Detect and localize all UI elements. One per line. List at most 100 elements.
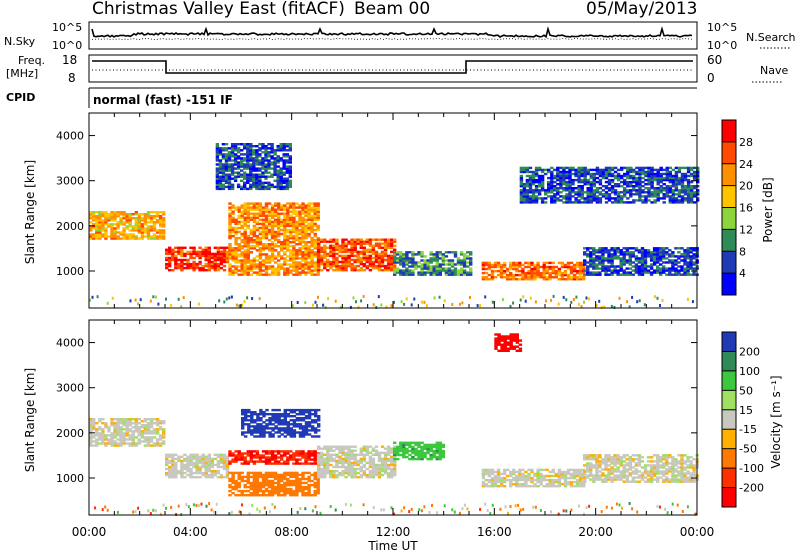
data-cell — [662, 267, 666, 270]
noise-cell — [327, 297, 330, 301]
data-cell — [122, 215, 126, 218]
data-cell — [304, 243, 308, 246]
data-cell — [113, 426, 117, 429]
data-cell — [537, 178, 542, 182]
data-cell — [261, 479, 266, 483]
data-cell — [426, 259, 430, 262]
power-frame — [88, 112, 698, 309]
data-cell — [649, 259, 654, 262]
data-cell — [288, 165, 292, 168]
data-cell — [249, 157, 253, 160]
data-cell — [502, 261, 507, 265]
data-cell — [201, 264, 205, 268]
data-cell — [279, 183, 283, 186]
data-cell — [289, 263, 293, 266]
data-cell — [137, 440, 141, 443]
data-cell — [125, 430, 129, 433]
data-cell — [241, 421, 245, 424]
data-cell — [277, 431, 281, 434]
data-cell — [143, 432, 148, 435]
data-cell — [280, 415, 284, 418]
data-cell — [292, 492, 296, 495]
data-cell — [140, 229, 145, 232]
data-cell — [616, 172, 621, 176]
noise-cell — [377, 295, 380, 299]
data-cell — [616, 257, 620, 260]
data-cell — [255, 234, 260, 238]
data-cell — [359, 256, 363, 260]
data-cell — [607, 253, 611, 256]
data-cell — [162, 420, 166, 423]
data-cell — [180, 463, 184, 467]
data-cell — [237, 485, 241, 489]
data-cell — [158, 428, 163, 431]
data-cell — [270, 454, 275, 457]
data-cell — [225, 476, 230, 479]
data-cell — [643, 267, 648, 270]
data-cell — [240, 157, 244, 160]
data-cell — [610, 189, 615, 192]
data-cell — [359, 260, 363, 264]
data-cell — [668, 166, 672, 170]
data-cell — [304, 425, 309, 428]
data-cell — [261, 261, 266, 264]
data-cell — [198, 256, 202, 260]
data-cell — [95, 422, 99, 425]
data-cell — [236, 171, 241, 174]
data-cell — [149, 215, 154, 218]
data-cell — [326, 254, 330, 258]
data-cell — [484, 276, 489, 279]
data-cell — [280, 479, 284, 483]
data-cell — [152, 233, 157, 236]
data-cell — [246, 181, 250, 184]
data-cell — [653, 187, 657, 190]
data-cell — [283, 435, 287, 438]
data-cell — [221, 175, 226, 178]
data-cell — [565, 176, 569, 180]
data-cell — [341, 258, 345, 262]
data-cell — [267, 255, 272, 258]
data-cell — [659, 168, 663, 172]
data-cell — [481, 263, 486, 267]
data-cell — [107, 217, 111, 220]
data-cell — [316, 489, 320, 493]
data-cell — [323, 256, 327, 260]
data-cell — [286, 423, 290, 426]
data-cell — [256, 427, 260, 430]
data-cell — [671, 180, 676, 184]
data-cell — [279, 175, 283, 178]
data-cell — [255, 450, 260, 453]
data-cell — [98, 438, 102, 441]
data-cell — [298, 267, 302, 270]
data-cell — [246, 460, 250, 463]
data-cell — [313, 228, 317, 232]
data-cell — [270, 183, 274, 186]
data-cell — [634, 269, 639, 272]
data-cell — [227, 177, 232, 180]
data-cell — [250, 431, 254, 434]
data-cell — [285, 185, 289, 189]
data-cell — [225, 457, 230, 461]
data-cell — [204, 248, 208, 251]
data-cell — [101, 434, 105, 437]
data-cell — [270, 255, 275, 258]
data-cell — [227, 183, 232, 186]
data-cell — [270, 471, 275, 475]
noise-cell — [583, 300, 585, 304]
data-cell — [677, 265, 681, 268]
data-cell — [625, 267, 629, 270]
data-cell — [310, 218, 314, 221]
data-cell — [521, 276, 525, 279]
beam-label: Beam 00 — [354, 0, 430, 19]
data-cell — [168, 264, 172, 268]
data-cell — [595, 273, 599, 276]
data-cell — [110, 420, 114, 423]
data-cell — [686, 178, 691, 182]
data-cell — [289, 431, 293, 434]
data-cell — [273, 202, 278, 205]
data-cell — [390, 240, 394, 243]
data-cell — [662, 183, 666, 186]
data-cell — [283, 238, 287, 242]
data-cell — [224, 149, 229, 152]
data-cell — [622, 255, 626, 258]
